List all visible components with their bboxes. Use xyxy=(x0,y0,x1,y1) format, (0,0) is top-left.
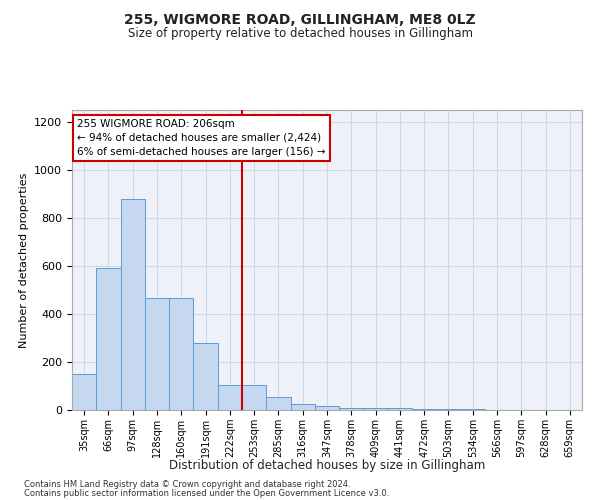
Text: Contains HM Land Registry data © Crown copyright and database right 2024.: Contains HM Land Registry data © Crown c… xyxy=(24,480,350,489)
Text: 255 WIGMORE ROAD: 206sqm
← 94% of detached houses are smaller (2,424)
6% of semi: 255 WIGMORE ROAD: 206sqm ← 94% of detach… xyxy=(77,119,326,157)
Bar xyxy=(388,408,412,410)
Bar xyxy=(315,406,339,410)
Bar xyxy=(290,404,315,410)
Text: 255, WIGMORE ROAD, GILLINGHAM, ME8 0LZ: 255, WIGMORE ROAD, GILLINGHAM, ME8 0LZ xyxy=(124,12,476,26)
Bar xyxy=(145,298,169,410)
Bar xyxy=(242,385,266,410)
Y-axis label: Number of detached properties: Number of detached properties xyxy=(19,172,29,348)
Bar xyxy=(121,199,145,410)
Bar xyxy=(412,409,436,410)
Bar xyxy=(72,374,96,410)
Bar xyxy=(364,408,388,410)
Text: Size of property relative to detached houses in Gillingham: Size of property relative to detached ho… xyxy=(128,28,473,40)
Bar xyxy=(339,408,364,410)
Text: Contains public sector information licensed under the Open Government Licence v3: Contains public sector information licen… xyxy=(24,488,389,498)
Bar xyxy=(193,343,218,410)
Bar xyxy=(169,298,193,410)
Bar xyxy=(96,268,121,410)
Text: Distribution of detached houses by size in Gillingham: Distribution of detached houses by size … xyxy=(169,460,485,472)
Bar xyxy=(266,397,290,410)
Bar xyxy=(218,385,242,410)
